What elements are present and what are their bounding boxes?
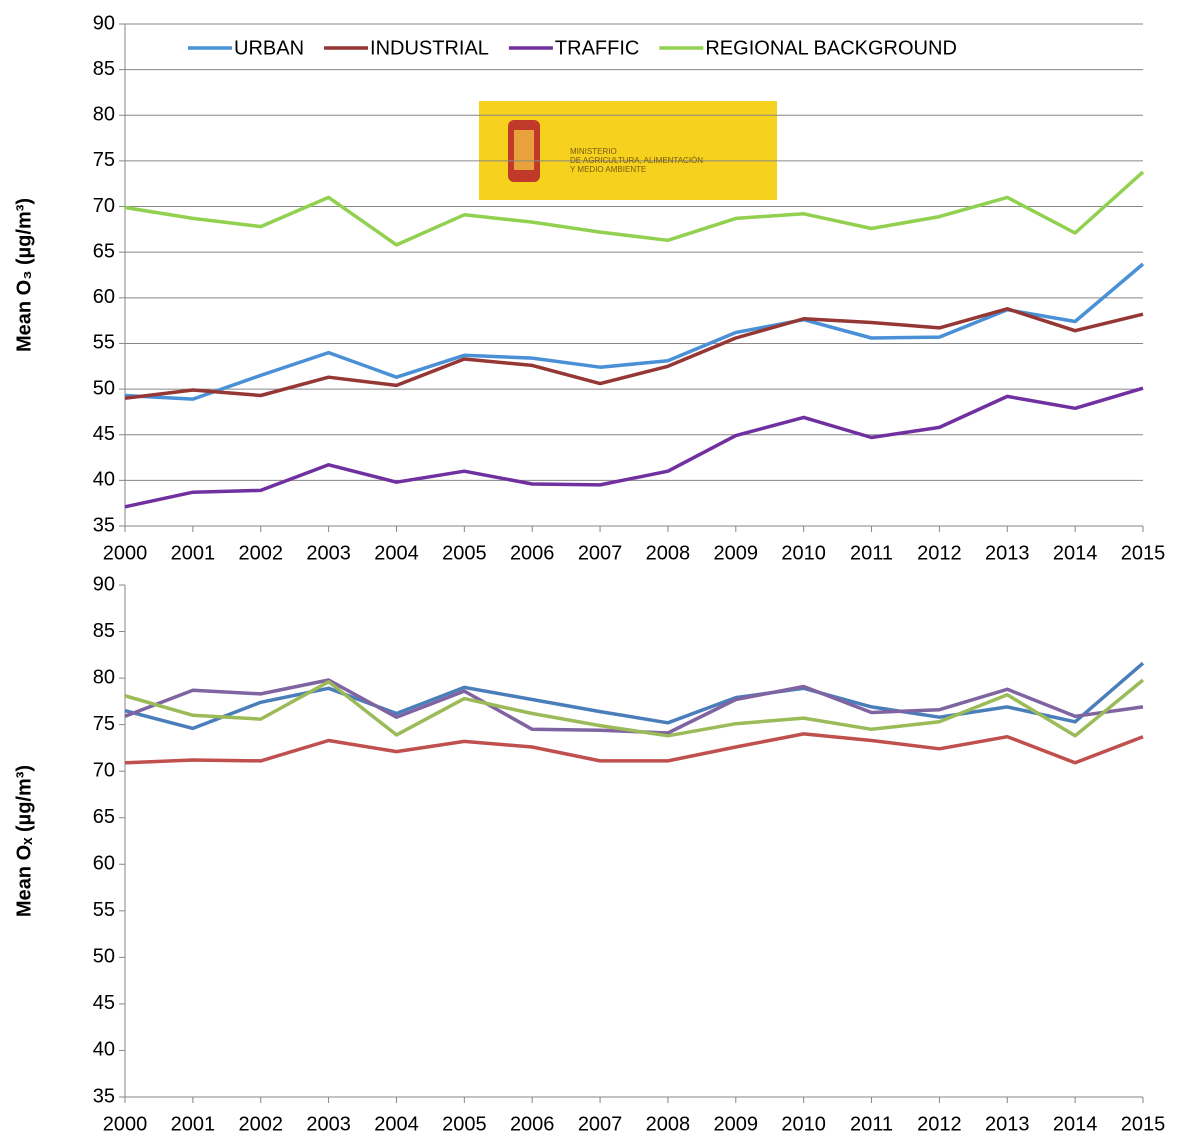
- y-tick-label: 70: [93, 195, 115, 217]
- series-line: [124, 678, 1145, 738]
- y-tick-label: 35: [93, 514, 115, 536]
- series-line: [124, 170, 1145, 247]
- y-tick-label: 50: [93, 946, 115, 968]
- x-tick-label: 2008: [646, 542, 691, 564]
- x-tick-label: 2008: [646, 1113, 691, 1135]
- legend-label: TRAFFIC: [555, 37, 639, 59]
- logo-emblem-inner: [514, 130, 534, 170]
- x-tick-label: 2012: [917, 542, 962, 564]
- x-tick-label: 2000: [103, 1113, 148, 1135]
- series-line: [124, 661, 1145, 731]
- y-tick-label: 75: [93, 713, 115, 735]
- y-tick-label: 75: [93, 149, 115, 171]
- y-axis-label: Mean O₃ (µg/m³): [13, 198, 35, 352]
- y-tick-label: 80: [93, 104, 115, 126]
- logo-text: DE AGRICULTURA, ALIMENTACIÓN: [570, 156, 703, 165]
- x-tick-label: 2009: [714, 1113, 759, 1135]
- y-axis-label: Mean Oₓ (µg/m³): [13, 765, 35, 917]
- x-tick-label: 2015: [1121, 542, 1166, 564]
- x-tick-label: 2003: [306, 1113, 351, 1135]
- x-tick-label: 2013: [985, 1113, 1030, 1135]
- legend-label: REGIONAL BACKGROUND: [705, 37, 957, 59]
- legend-label: INDUSTRIAL: [370, 37, 489, 59]
- x-tick-label: 2007: [578, 1113, 623, 1135]
- series-line: [124, 262, 1145, 401]
- x-tick-label: 2006: [510, 542, 555, 564]
- x-tick-label: 2001: [171, 542, 216, 564]
- x-tick-label: 2015: [1121, 1113, 1166, 1135]
- series-line: [124, 386, 1144, 509]
- y-tick-label: 70: [93, 759, 115, 781]
- x-tick-label: 2002: [238, 1113, 283, 1135]
- x-tick-label: 2013: [985, 542, 1030, 564]
- y-tick-label: 65: [93, 806, 115, 828]
- y-tick-label: 45: [93, 992, 115, 1014]
- x-tick-label: 2004: [374, 542, 419, 564]
- x-tick-label: 2005: [442, 542, 487, 564]
- x-tick-label: 2000: [103, 542, 148, 564]
- y-tick-label: 90: [93, 12, 115, 34]
- x-tick-label: 2005: [442, 1113, 487, 1135]
- y-tick-label: 55: [93, 332, 115, 354]
- series-line: [124, 678, 1144, 735]
- y-tick-label: 60: [93, 286, 115, 308]
- logo: [479, 101, 777, 200]
- series-line: [124, 732, 1144, 765]
- y-tick-label: 55: [93, 899, 115, 921]
- x-tick-label: 2001: [171, 1113, 216, 1135]
- y-tick-label: 40: [93, 469, 115, 491]
- x-tick-label: 2003: [306, 542, 351, 564]
- x-tick-label: 2011: [850, 542, 893, 564]
- y-tick-label: 90: [93, 573, 115, 595]
- y-tick-label: 85: [93, 58, 115, 80]
- x-tick-label: 2014: [1053, 542, 1098, 564]
- x-tick-label: 2004: [374, 1113, 419, 1135]
- y-tick-label: 85: [93, 620, 115, 642]
- x-tick-label: 2009: [714, 542, 759, 564]
- x-tick-label: 2002: [238, 542, 283, 564]
- legend-label: URBAN: [234, 37, 304, 59]
- y-tick-label: 65: [93, 240, 115, 262]
- y-tick-label: 45: [93, 423, 115, 445]
- series-line: [124, 307, 1144, 400]
- y-tick-label: 40: [93, 1039, 115, 1061]
- x-tick-label: 2010: [781, 542, 826, 564]
- x-tick-label: 2010: [781, 1113, 826, 1135]
- y-tick-label: 60: [93, 853, 115, 875]
- logo-text: Y MEDIO AMBIENTE: [570, 165, 646, 174]
- x-tick-label: 2006: [510, 1113, 555, 1135]
- y-tick-label: 50: [93, 377, 115, 399]
- y-tick-label: 80: [93, 666, 115, 688]
- x-tick-label: 2014: [1053, 1113, 1098, 1135]
- x-tick-label: 2012: [917, 1113, 962, 1135]
- y-tick-label: 35: [93, 1085, 115, 1107]
- x-tick-label: 2007: [578, 542, 623, 564]
- x-tick-label: 2011: [850, 1113, 893, 1135]
- logo-text: MINISTERIO: [570, 147, 617, 156]
